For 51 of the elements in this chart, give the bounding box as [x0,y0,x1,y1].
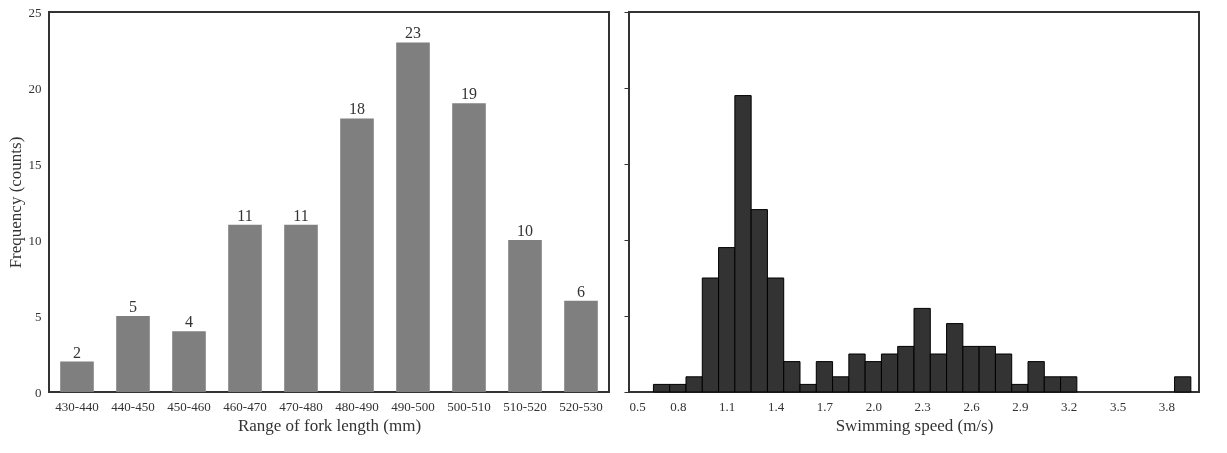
x-tick-label: 490-500 [391,398,435,414]
x-tick-label: 470-480 [279,398,323,414]
x-axis-title: Swimming speed (m/s) [835,415,994,435]
x-tick-label: 2.3 [914,398,931,414]
x-tick-label: 3.2 [1061,398,1078,414]
data-label: 4 [185,313,193,331]
x-tick-label: 2.6 [963,398,981,414]
y-tick-label: 10 [28,232,42,248]
x-tick-label: 430-440 [55,398,99,414]
bar [116,316,150,392]
y-tick-label: 0 [35,384,42,400]
x-tick-label: 480-490 [335,398,379,414]
x-tick-label: 500-510 [447,398,491,414]
x-tick-label: 1.7 [816,398,834,414]
x-tick-label: 3.8 [1158,398,1176,414]
x-tick-label: 440-450 [111,398,155,414]
data-label: 5 [129,298,137,315]
data-label: 19 [461,85,477,103]
bar [564,300,598,392]
x-tick-label: 510-520 [503,398,547,414]
bar [228,224,262,392]
data-label: 11 [293,206,309,224]
y-tick-label: 20 [28,80,42,96]
x-tick-label: 450-460 [167,398,211,414]
x-tick-label: 0.8 [670,398,687,414]
bar [396,42,430,392]
y-tick-label: 15 [28,156,42,172]
y-axis-title: Frequency (counts) [5,136,25,269]
bar [340,118,374,392]
x-tick-label: 460-470 [223,398,267,414]
data-label: 11 [237,206,253,224]
y-tick-label: 25 [28,4,42,20]
bar [508,240,542,392]
bar [452,103,486,392]
x-tick-label: 2.9 [1012,398,1029,414]
data-label: 6 [577,282,585,300]
x-tick-label: 520-530 [559,398,603,414]
x-tick-label: 0.5 [629,398,646,414]
x-tick-label: 2.0 [865,398,882,414]
x-tick-label: 1.4 [767,398,785,414]
x-tick-label: 3.5 [1109,398,1127,414]
data-label: 10 [517,222,533,239]
x-axis-title: Range of fork length (mm) [237,415,422,435]
data-label: 23 [405,24,421,42]
y-tick-label: 5 [35,308,42,324]
bar [172,331,206,392]
bar [60,361,94,392]
data-label: 18 [349,100,365,118]
x-tick-label: 1.1 [719,398,736,414]
bar [284,224,318,392]
data-label: 2 [73,343,81,361]
